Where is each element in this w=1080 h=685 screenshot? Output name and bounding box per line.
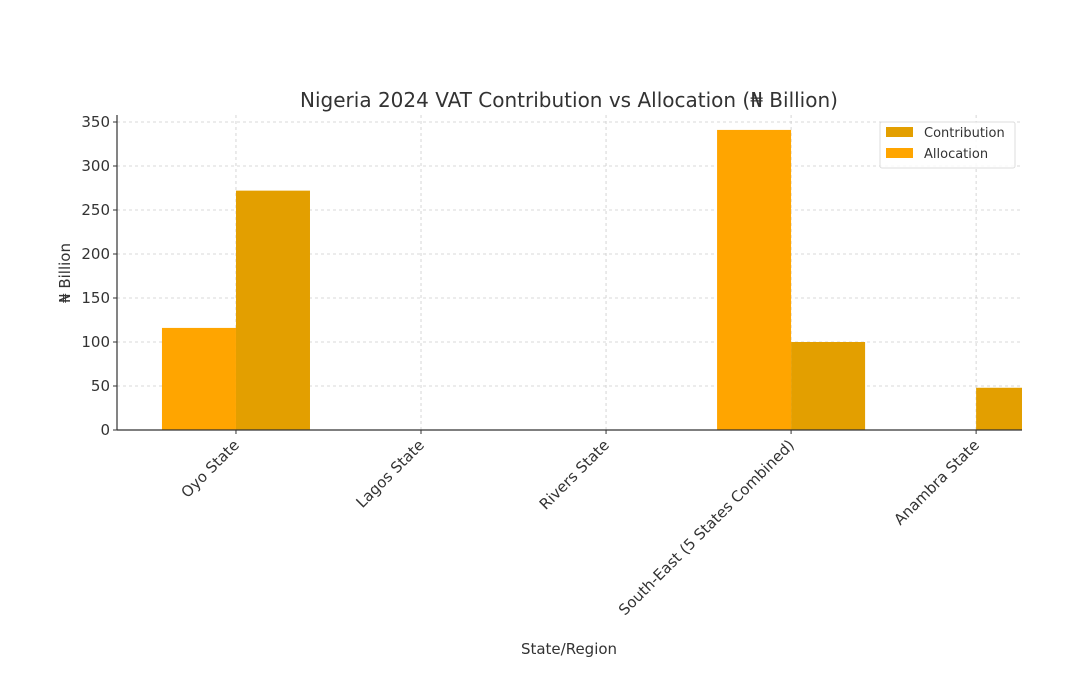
legend-swatch xyxy=(886,127,913,137)
y-tick-label: 350 xyxy=(81,113,110,131)
y-tick-label: 300 xyxy=(81,157,110,175)
bars xyxy=(161,129,1022,431)
y-ticks: 0 50 100 150 200 250 300 350 xyxy=(81,113,117,439)
x-tick-label: South-East (5 States Combined) xyxy=(615,436,798,619)
legend-swatch xyxy=(886,148,913,158)
bar-contribution xyxy=(235,190,310,430)
legend-label: Allocation xyxy=(924,147,988,162)
legend-label: Contribution xyxy=(924,126,1005,141)
y-axis-label: ₦ Billion xyxy=(56,243,74,303)
bar-contribution xyxy=(791,342,866,430)
x-axis-label: State/Region xyxy=(521,640,617,658)
y-tick-label: 200 xyxy=(81,245,110,263)
bar-contribution xyxy=(976,387,1022,430)
axes xyxy=(116,115,1022,431)
chart-title: Nigeria 2024 VAT Contribution vs Allocat… xyxy=(300,88,838,112)
legend-box xyxy=(879,121,1016,169)
bar-allocation xyxy=(717,129,792,431)
x-tick-label: Oyo State xyxy=(178,436,243,501)
y-tick-label: 100 xyxy=(81,333,110,351)
y-tick-label: 0 xyxy=(100,421,110,439)
bar-allocation xyxy=(161,327,236,430)
x-tick-label: Lagos State xyxy=(352,436,427,511)
x-ticks: Oyo State Lagos State Rivers State South-Ea… xyxy=(178,430,983,619)
y-tick-label: 50 xyxy=(91,377,110,395)
x-tick-label: Rivers State xyxy=(536,436,613,513)
y-tick-label: 250 xyxy=(81,201,110,219)
legend: Contribution Allocation xyxy=(879,121,1016,169)
y-tick-label: 150 xyxy=(81,289,110,307)
x-tick-label: Anambra State xyxy=(890,436,983,529)
